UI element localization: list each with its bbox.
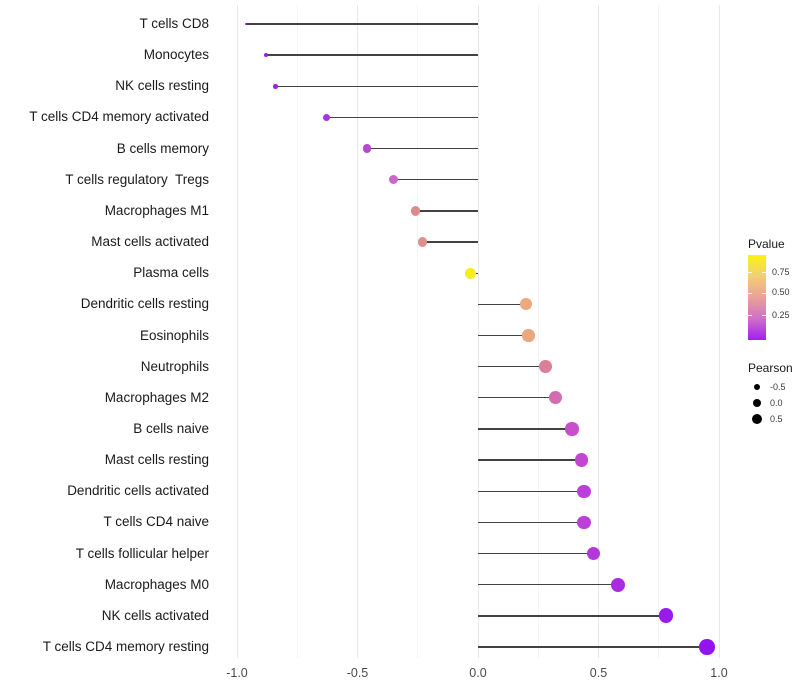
stem-line <box>478 552 594 555</box>
stem-line <box>246 23 478 25</box>
stem-line <box>478 646 707 648</box>
gridline-major <box>718 5 720 658</box>
pvalue-colorbar-tick-mark <box>748 272 752 273</box>
data-point-dot <box>465 267 477 279</box>
stem-line <box>478 615 666 617</box>
data-point-dot <box>273 83 278 89</box>
stem-line <box>393 179 478 181</box>
category-label: T cells CD4 memory resting <box>42 639 209 654</box>
pvalue-colorbar-tick-mark <box>762 272 766 273</box>
x-axis-tick-label: 0.5 <box>589 666 608 680</box>
data-point-dot <box>539 360 552 373</box>
pearson-legend-title: Pearson <box>748 361 793 375</box>
x-axis-tick-label: -1.0 <box>226 666 248 680</box>
data-point-dot <box>586 546 601 561</box>
stem-line <box>275 85 478 87</box>
stem-line <box>478 303 527 306</box>
category-label: T cells CD8 <box>139 16 209 31</box>
pearson-size-legend-label: 0.5 <box>770 413 783 424</box>
stem-line <box>415 210 478 212</box>
stem-line <box>478 397 556 399</box>
data-point-dot <box>548 391 562 405</box>
data-point-dot <box>610 577 625 592</box>
stem-line <box>478 365 546 368</box>
stem-line <box>265 54 478 56</box>
data-point-dot <box>389 175 399 185</box>
pearson-size-legend-label: -0.5 <box>770 381 786 392</box>
gridline-minor <box>296 5 298 658</box>
category-label: Macrophages M1 <box>104 202 209 218</box>
pvalue-colorbar-tick-mark <box>748 315 752 316</box>
data-point-dot <box>574 453 589 467</box>
category-label: Macrophages M2 <box>104 389 209 405</box>
data-point-dot <box>522 329 535 342</box>
pvalue-colorbar-tick-mark <box>748 292 752 294</box>
stem-line <box>367 147 478 150</box>
pvalue-colorbar-tick-mark <box>762 315 766 316</box>
category-label: Dendritic cells resting <box>80 296 209 312</box>
pearson-size-legend-dot <box>751 413 763 425</box>
data-point-dot <box>565 422 579 436</box>
category-label: Mast cells activated <box>91 234 209 250</box>
category-label: T cells CD4 memory activated <box>29 109 209 125</box>
category-label: Dendritic cells activated <box>67 483 209 499</box>
pearson-size-legend-label: 0.0 <box>770 397 783 408</box>
category-label: Mast cells resting <box>104 452 209 468</box>
pvalue-colorbar <box>748 255 766 340</box>
data-point-dot <box>520 298 533 311</box>
data-point-dot <box>699 639 715 655</box>
data-point-dot <box>658 608 674 624</box>
pvalue-tick-label: 0.25 <box>772 309 790 320</box>
category-label: T cells regulatory Tregs <box>65 171 209 187</box>
stem-line <box>478 459 582 461</box>
gridline-major <box>357 5 358 658</box>
gridline-major <box>236 5 238 658</box>
data-point-dot <box>363 144 372 153</box>
stem-line <box>478 428 572 430</box>
gridline-minor <box>537 5 539 658</box>
pearson-size-legend-dot <box>753 383 761 391</box>
stem-line <box>478 334 529 337</box>
data-point-dot <box>322 114 330 121</box>
stem-line <box>422 241 478 243</box>
category-label: B cells memory <box>116 140 209 156</box>
category-label: T cells CD4 naive <box>103 514 209 530</box>
category-label: Eosinophils <box>139 327 209 343</box>
stem-line <box>478 521 585 524</box>
x-axis-tick-label: 1.0 <box>710 666 728 680</box>
pvalue-colorbar-tick-mark <box>762 292 766 294</box>
pvalue-legend-title: Pvalue <box>748 237 785 251</box>
data-point-dot <box>577 515 591 530</box>
data-point-dot <box>263 53 268 58</box>
data-point-dot <box>410 206 421 216</box>
data-point-dot <box>245 22 248 26</box>
x-axis-tick-label: -0.5 <box>346 666 369 680</box>
gridline-major <box>477 5 479 658</box>
stem-line <box>326 116 478 119</box>
x-axis-tick-label: 0.0 <box>469 666 487 680</box>
category-label: T cells follicular helper <box>75 545 209 561</box>
pvalue-tick-label: 0.75 <box>772 266 790 277</box>
stem-line <box>478 490 585 492</box>
gridline-minor <box>417 5 419 658</box>
data-point-dot <box>577 484 591 498</box>
gridline-minor <box>658 5 660 658</box>
pearson-size-legend-dot <box>752 398 762 408</box>
category-label: B cells naive <box>133 420 209 436</box>
category-label: NK cells activated <box>101 607 209 623</box>
pvalue-tick-label: 0.50 <box>772 287 790 298</box>
category-label: Plasma cells <box>133 265 209 281</box>
gridline-major <box>598 5 599 658</box>
category-label: Macrophages M0 <box>104 576 209 592</box>
category-label: NK cells resting <box>115 78 209 94</box>
data-point-dot <box>417 237 428 247</box>
category-label: Monocytes <box>143 47 209 63</box>
stem-line <box>478 584 618 586</box>
category-label: Neutrophils <box>140 358 209 374</box>
